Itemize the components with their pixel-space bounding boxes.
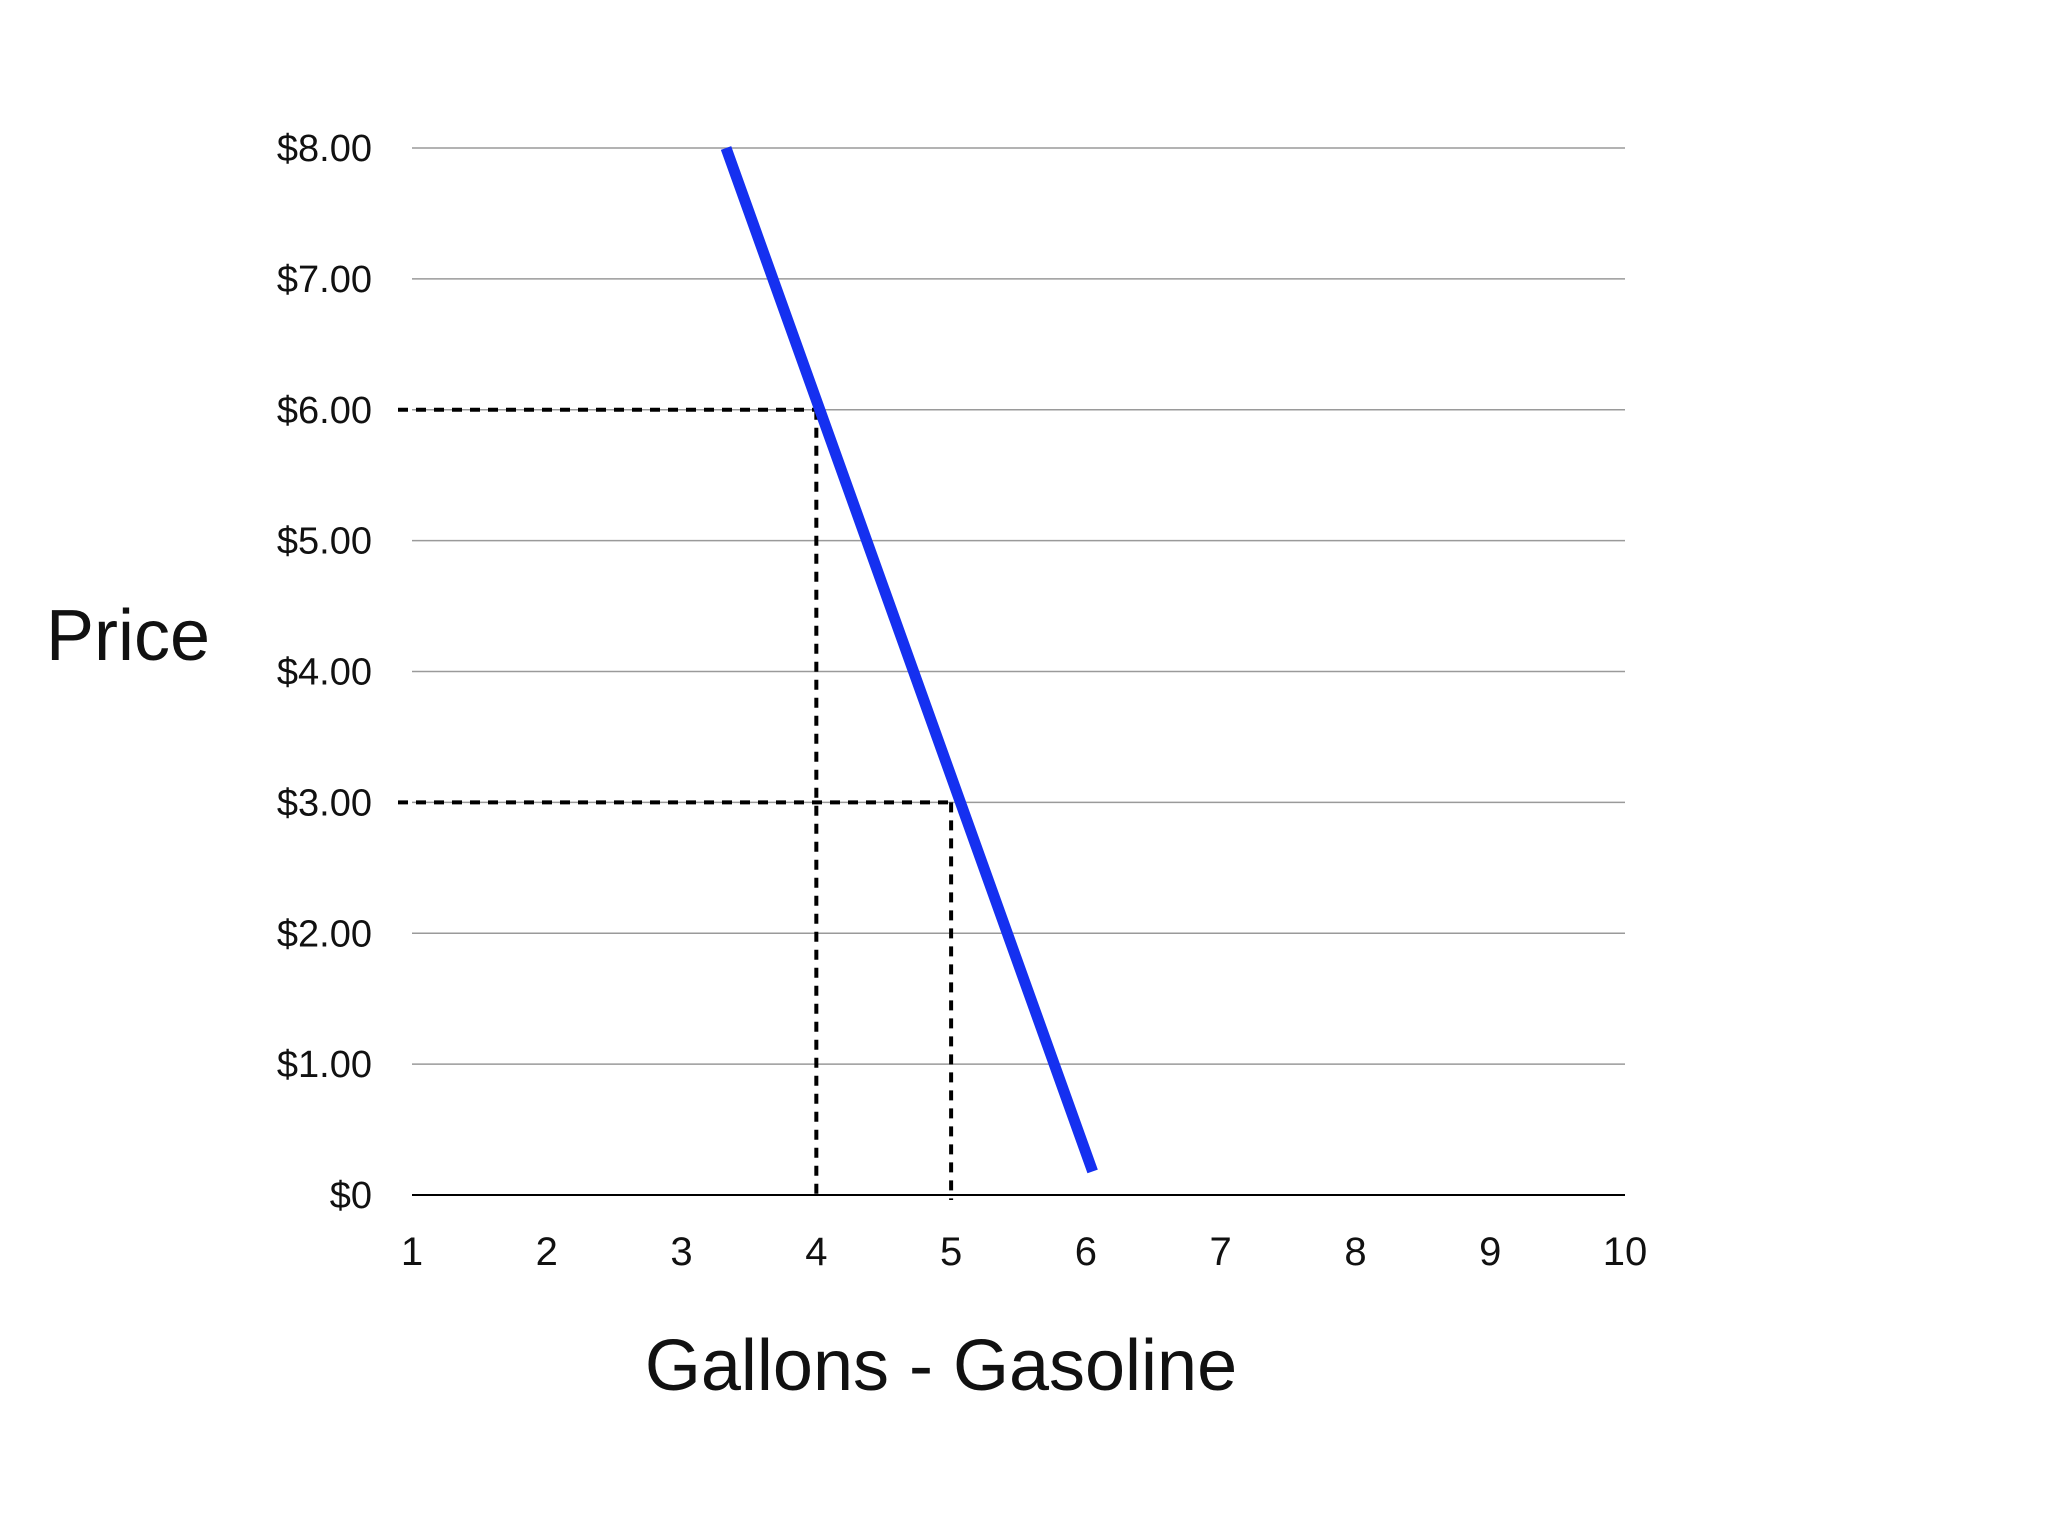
y-tick-label: $0 — [330, 1175, 372, 1217]
x-tick-label: 4 — [805, 1230, 827, 1274]
y-tick-label: $5.00 — [277, 521, 372, 563]
y-tick-label: $8.00 — [277, 128, 372, 170]
x-tick-label: 10 — [1603, 1230, 1648, 1274]
y-tick-label: $7.00 — [277, 259, 372, 301]
x-tick-label: 5 — [940, 1230, 962, 1274]
demand-line — [720, 146, 1098, 1174]
y-tick-labels: $0 $1.00 $2.00 $3.00 $4.00 $5.00 $6.00 $7.00 $8.… — [277, 128, 372, 1217]
x-tick-label: 3 — [670, 1230, 692, 1274]
y-tick-label: $2.00 — [277, 913, 372, 955]
gridlines — [412, 147, 1625, 1196]
x-tick-label: 8 — [1344, 1230, 1366, 1274]
x-tick-label: 7 — [1210, 1230, 1232, 1274]
y-tick-label: $3.00 — [277, 782, 372, 824]
series-layer — [720, 146, 1098, 1174]
x-tick-label: 1 — [401, 1230, 423, 1274]
y-tick-label: $1.00 — [277, 1044, 372, 1086]
x-axis-title: Gallons - Gasoline — [645, 1326, 1237, 1406]
x-tick-label: 6 — [1075, 1230, 1097, 1274]
x-tick-labels: 1 2 3 4 5 6 7 8 9 10 — [401, 1230, 1647, 1274]
reference-lines — [398, 407, 954, 1200]
y-tick-label: $4.00 — [277, 652, 372, 694]
x-tick-label: 2 — [536, 1230, 558, 1274]
x-tick-label: 9 — [1479, 1230, 1501, 1274]
y-tick-label: $6.00 — [277, 390, 372, 432]
y-axis-title: Price — [46, 596, 210, 676]
